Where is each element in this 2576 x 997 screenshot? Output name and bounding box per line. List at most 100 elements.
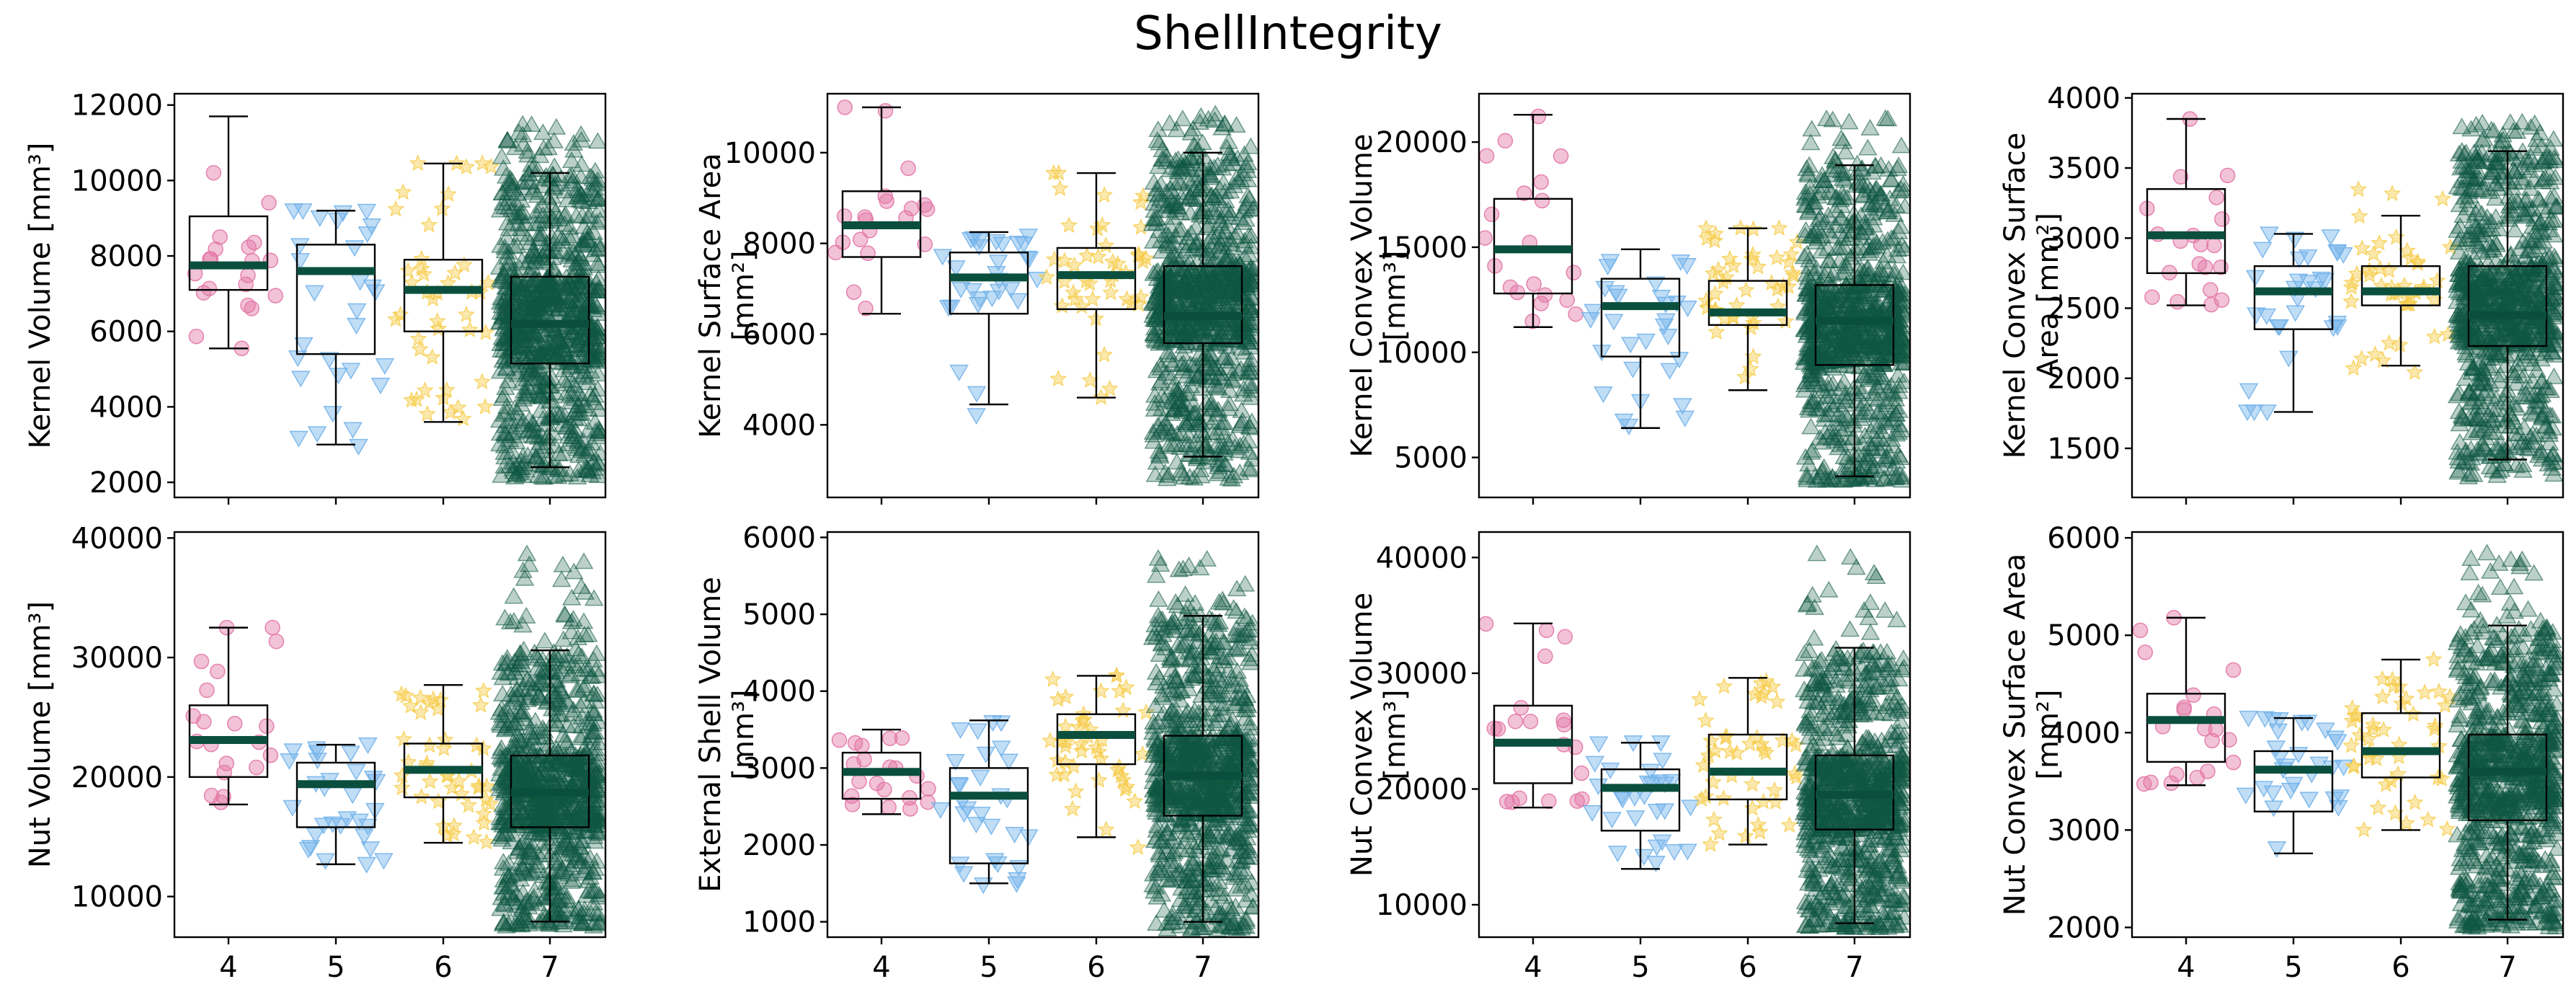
data-point <box>1847 154 1867 172</box>
data-point <box>2247 307 2266 324</box>
data-point <box>416 381 434 399</box>
data-point <box>2487 283 2508 301</box>
data-point <box>2501 244 2521 262</box>
data-point <box>2452 141 2472 159</box>
data-point <box>476 397 494 415</box>
data-point <box>527 207 547 224</box>
data-point <box>310 210 330 227</box>
data-point <box>919 201 936 217</box>
data-point <box>1149 221 1169 239</box>
data-point <box>584 589 604 606</box>
data-point <box>1848 172 1867 190</box>
x-axis <box>1532 497 1856 505</box>
data-point <box>1027 272 1047 289</box>
data-point <box>1816 336 1836 353</box>
data-point <box>2268 319 2288 336</box>
data-point <box>547 346 567 363</box>
data-point <box>1893 263 1910 280</box>
data-point <box>216 764 232 781</box>
data-point <box>1152 296 1172 313</box>
data-point <box>268 633 285 650</box>
data-point <box>590 239 605 257</box>
data-point <box>1818 288 1838 305</box>
data-point <box>2541 381 2561 399</box>
data-point <box>581 361 600 378</box>
data-point <box>1798 203 1818 221</box>
data-point <box>587 213 605 230</box>
data-point <box>548 460 568 477</box>
y-tick-label: 6000 <box>89 316 163 349</box>
y-tick-label: 8000 <box>742 228 816 261</box>
data-point <box>2461 394 2480 411</box>
data-point <box>1217 154 1237 172</box>
data-point <box>544 131 564 149</box>
data-point <box>578 625 598 642</box>
data-point <box>1798 272 1817 290</box>
data-point <box>284 203 303 221</box>
data-point <box>1881 169 1901 187</box>
data-point <box>574 396 594 414</box>
data-point <box>205 164 222 181</box>
data-point <box>1144 231 1163 249</box>
data-point <box>349 438 368 456</box>
data-point <box>1827 239 1847 256</box>
data-point <box>1801 443 1821 460</box>
data-point <box>513 412 533 429</box>
data-point <box>2531 332 2550 350</box>
data-point <box>513 178 533 195</box>
data-point <box>588 379 605 396</box>
data-point <box>1885 205 1904 222</box>
data-point <box>2534 318 2554 335</box>
data-point <box>412 249 430 267</box>
data-point <box>533 138 554 156</box>
data-point <box>1210 213 1230 231</box>
data-point <box>1606 285 1625 302</box>
data-point <box>1894 353 1910 370</box>
data-point <box>2203 296 2219 313</box>
data-point <box>521 274 541 291</box>
data-point <box>2507 122 2527 139</box>
data-point <box>421 772 439 789</box>
data-point <box>2541 448 2560 466</box>
data-point <box>580 848 600 866</box>
data-point <box>587 254 605 271</box>
data-point <box>2544 367 2563 384</box>
data-point <box>494 436 515 453</box>
data-point <box>2516 247 2536 264</box>
data-point <box>587 458 605 476</box>
data-point <box>518 146 538 163</box>
data-point <box>2172 169 2189 185</box>
y-tick-label: 6000 <box>742 318 816 351</box>
x-axis <box>227 497 551 505</box>
data-point <box>1183 239 1203 257</box>
data-point <box>1785 267 1803 283</box>
data-point <box>1183 120 1203 137</box>
data-point <box>852 231 869 248</box>
boxplot-category-6 <box>2360 214 2441 367</box>
data-point <box>2483 409 2503 427</box>
data-point <box>1850 461 1870 479</box>
data-point <box>1619 418 1639 435</box>
data-point <box>1836 296 1857 314</box>
data-point <box>573 235 593 252</box>
data-point <box>2531 350 2551 367</box>
y-tick-label: 1500 <box>2047 433 2120 466</box>
y-axis-label-line: Kernel Surface Area <box>694 153 727 438</box>
data-point <box>1894 182 1910 199</box>
data-point <box>1820 319 1839 337</box>
data-point <box>967 386 987 403</box>
data-point <box>2285 231 2305 249</box>
data-point <box>2516 384 2536 402</box>
data-point <box>1854 394 1874 412</box>
data-point <box>504 237 524 254</box>
data-point <box>350 813 369 830</box>
data-point <box>535 632 555 649</box>
data-point <box>1235 201 1254 218</box>
data-point <box>543 274 564 291</box>
data-point <box>1240 245 1258 262</box>
data-point <box>589 913 605 931</box>
data-point <box>554 231 574 249</box>
data-point <box>577 185 597 202</box>
